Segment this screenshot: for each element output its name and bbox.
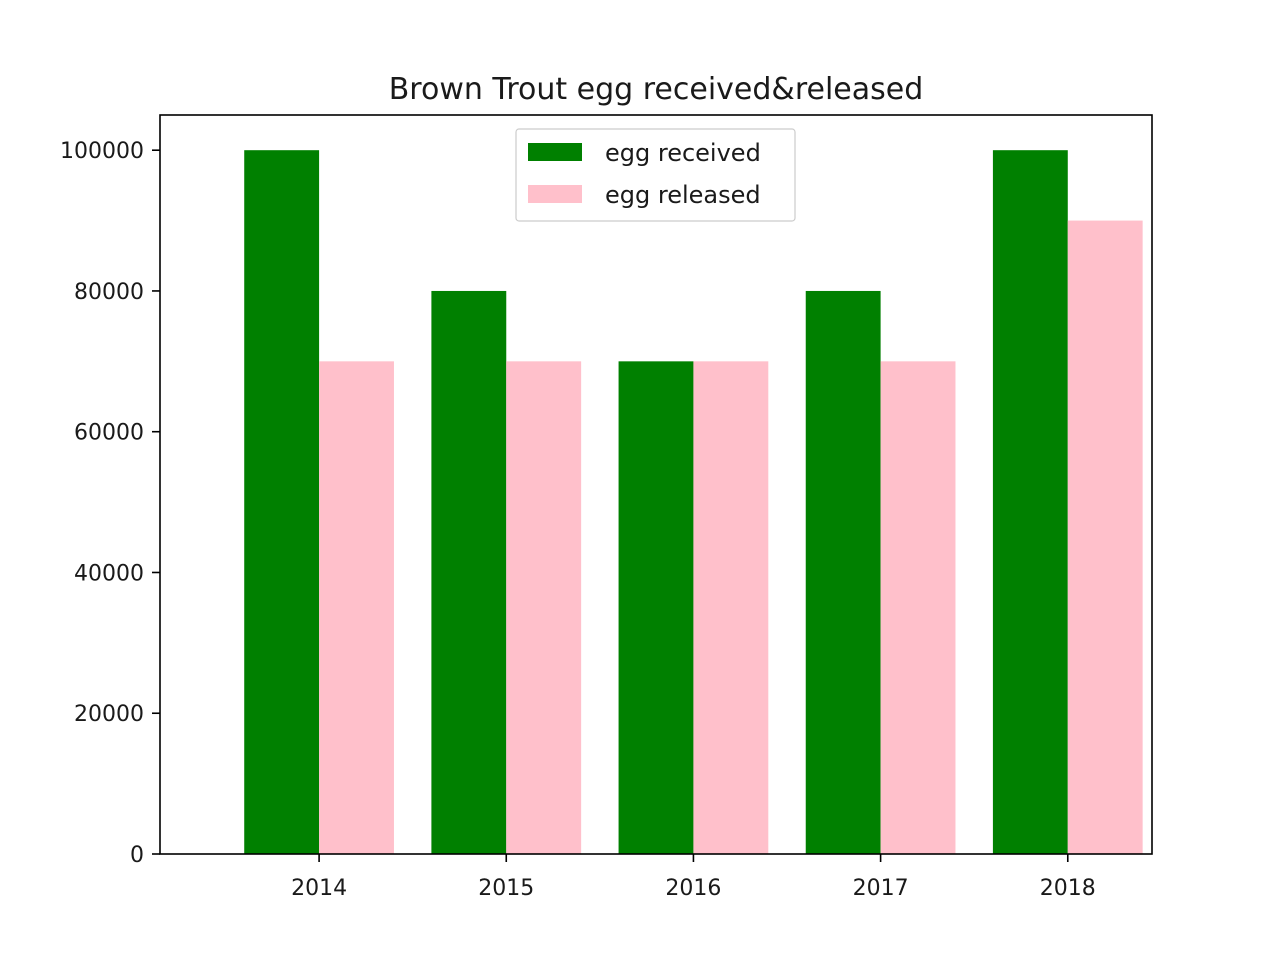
bar-egg-received-2017 xyxy=(805,290,881,854)
y-tick-label: 20000 xyxy=(74,702,144,727)
bar-egg-released-2014 xyxy=(319,361,394,854)
y-axis: 0 20000 40000 60000 80000 100000 xyxy=(60,139,160,868)
y-tick-label: 40000 xyxy=(74,561,144,586)
bar-egg-received-2015 xyxy=(431,290,507,854)
legend-swatch-egg-received xyxy=(528,143,582,161)
bar-egg-released-2016 xyxy=(693,361,769,854)
x-tick-label: 2015 xyxy=(478,876,534,901)
legend-frame xyxy=(515,128,796,222)
x-tick-label: 2017 xyxy=(853,876,909,901)
bar-egg-released-2017 xyxy=(880,361,956,854)
plot-frame xyxy=(159,114,1153,855)
bar-egg-released-2018 xyxy=(1067,220,1143,855)
bars-group xyxy=(244,150,1143,855)
y-tick-label: 0 xyxy=(130,843,144,868)
bar-egg-received-2018 xyxy=(992,150,1068,854)
bar-egg-released-2015 xyxy=(506,361,582,854)
bar-egg-received-2014 xyxy=(244,150,320,854)
y-tick-label: 60000 xyxy=(74,421,144,446)
chart-title: Brown Trout egg received&released xyxy=(389,72,924,107)
x-tick-label: 2016 xyxy=(665,876,721,901)
legend-label-egg-released: egg released xyxy=(605,181,761,209)
x-axis: 2014 2015 2016 2017 2018 xyxy=(291,854,1096,901)
x-tick-label: 2014 xyxy=(291,876,347,901)
x-tick-label: 2018 xyxy=(1040,876,1096,901)
y-tick-label: 100000 xyxy=(60,139,144,164)
bar-egg-received-2016 xyxy=(618,361,694,854)
legend-label-egg-received: egg received xyxy=(605,139,761,167)
legend: egg received egg released xyxy=(515,128,796,222)
legend-swatch-egg-released xyxy=(528,185,582,203)
y-tick-label: 80000 xyxy=(74,280,144,305)
